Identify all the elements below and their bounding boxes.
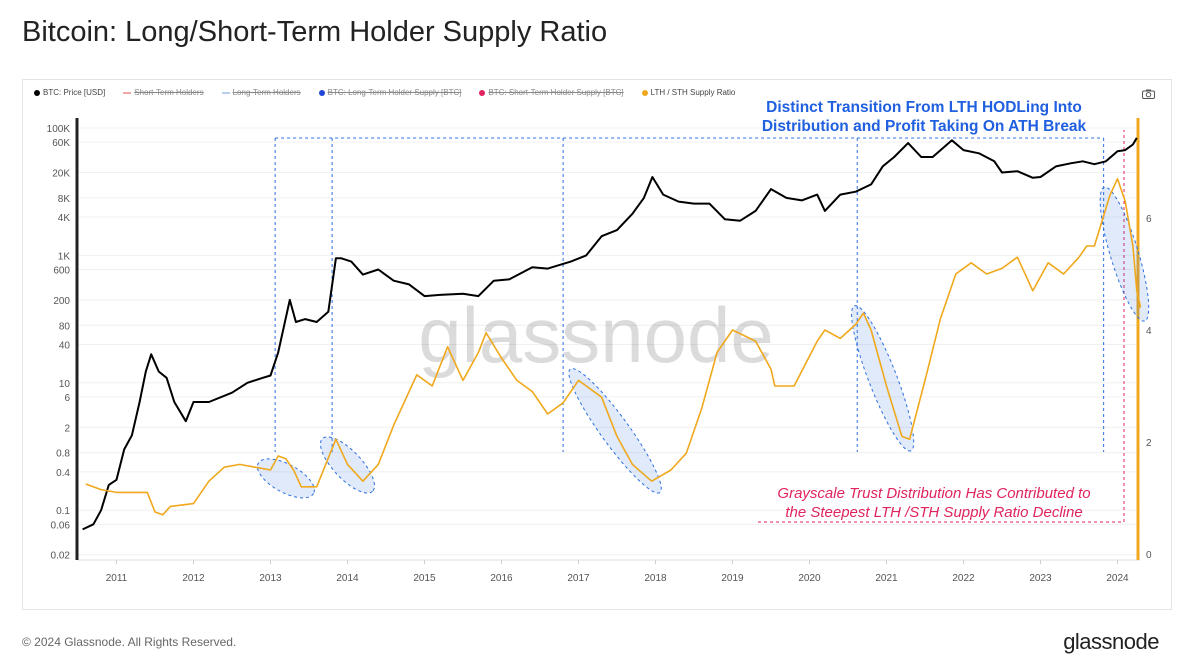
legend-marker-icon [221, 91, 230, 94]
copyright: © 2024 Glassnode. All Rights Reserved. [22, 635, 237, 649]
x-tick-label: 2018 [644, 573, 667, 584]
x-tick-label: 2020 [798, 573, 821, 584]
legend-marker-icon [318, 89, 325, 96]
x-tick-label: 2015 [413, 573, 436, 584]
legend-item[interactable]: LTH / STH Supply Ratio [641, 88, 736, 97]
highlight-ellipse [851, 305, 915, 452]
btc-price-line [82, 137, 1138, 531]
x-tick-label: 2022 [952, 573, 975, 584]
annotation-line: Distribution and Profit Taking On ATH Br… [761, 118, 1087, 135]
y-left-tick-label: 100K [47, 124, 71, 135]
y-left-tick-label: 10 [59, 379, 71, 390]
y-left-tick-label: 0.06 [51, 520, 71, 531]
legend-label: BTC: Short-Term Holder Supply [BTC] [488, 88, 624, 97]
x-tick-label: 2023 [1029, 573, 1052, 584]
annotation-line: the Steepest LTH /STH Supply Ratio Decli… [785, 504, 1083, 521]
legend-item[interactable]: BTC: Short-Term Holder Supply [BTC] [479, 88, 624, 97]
grayscale-bracket [758, 130, 1125, 523]
legend-item[interactable]: BTC: Price [USD] [34, 88, 105, 97]
y-left-tick-label: 80 [59, 321, 71, 332]
y-left-tick-label: 200 [53, 296, 70, 307]
legend-marker-icon [34, 89, 40, 96]
annotation-grayscale: Grayscale Trust Distribution Has Contrib… [748, 484, 1120, 522]
y-left-tick-label: 8K [58, 194, 71, 205]
x-tick-label: 2014 [336, 573, 359, 584]
x-tick-label: 2011 [106, 573, 128, 584]
y-left-tick-label: 1K [58, 251, 71, 262]
page-title: Bitcoin: Long/Short-Term Holder Supply R… [22, 16, 608, 48]
y-left-tick-label: 0.1 [56, 506, 70, 517]
y-left-tick-label: 40 [59, 340, 71, 351]
x-tick-label: 2021 [875, 573, 898, 584]
legend-marker-icon [479, 89, 486, 96]
y-right-tick-label: 0 [1146, 550, 1152, 561]
y-left-tick-label: 0.8 [56, 449, 70, 460]
y-left-tick-label: 4K [58, 213, 71, 224]
y-left-tick-label: 20K [52, 169, 70, 180]
x-tick-label: 2016 [490, 573, 513, 584]
y-left-tick-label: 6 [64, 393, 70, 404]
legend-item[interactable]: Short-Term Holders [123, 88, 204, 97]
x-tick-label: 2013 [259, 573, 282, 584]
annotation-line: Distinct Transition From LTH HODLing Int… [766, 99, 1082, 116]
chart-panel [22, 79, 1172, 610]
legend-label: Long-Term Holders [232, 88, 301, 97]
legend-label: LTH / STH Supply Ratio [650, 88, 736, 97]
legend-item[interactable]: Long-Term Holders [221, 88, 301, 97]
camera-icon[interactable] [1142, 89, 1155, 99]
x-tick-label: 2024 [1106, 573, 1129, 584]
chart-legend: BTC: Price [USD] Short-Term Holders Long-T… [34, 88, 735, 97]
y-right-tick-label: 6 [1146, 214, 1152, 225]
annotation-line: Grayscale Trust Distribution Has Contrib… [777, 485, 1091, 502]
x-tick-label: 2017 [567, 573, 590, 584]
y-right-tick-label: 4 [1146, 326, 1152, 337]
legend-label: Short-Term Holders [134, 88, 204, 97]
y-left-tick-label: 600 [53, 266, 70, 277]
x-tick-label: 2012 [182, 573, 205, 584]
glassnode-logo[interactable]: glassnode [1063, 629, 1159, 654]
legend-label: BTC: Price [USD] [43, 88, 106, 97]
y-right-tick-label: 2 [1146, 438, 1152, 449]
y-left-tick-label: 0.02 [51, 551, 71, 562]
annotation-ath-break: Distinct Transition From LTH HODLing Int… [740, 98, 1108, 136]
legend-item[interactable]: BTC: Long-Term Holder Supply [BTC] [318, 88, 462, 97]
legend-marker-icon [123, 91, 132, 94]
x-tick-label: 2019 [721, 573, 744, 584]
y-left-tick-label: 2 [64, 423, 70, 434]
y-left-tick-label: 60K [52, 138, 70, 149]
lth-sth-ratio-line [85, 178, 1142, 516]
y-left-tick-label: 0.4 [56, 468, 70, 479]
legend-label: BTC: Long-Term Holder Supply [BTC] [327, 88, 462, 97]
legend-marker-icon [641, 89, 648, 96]
